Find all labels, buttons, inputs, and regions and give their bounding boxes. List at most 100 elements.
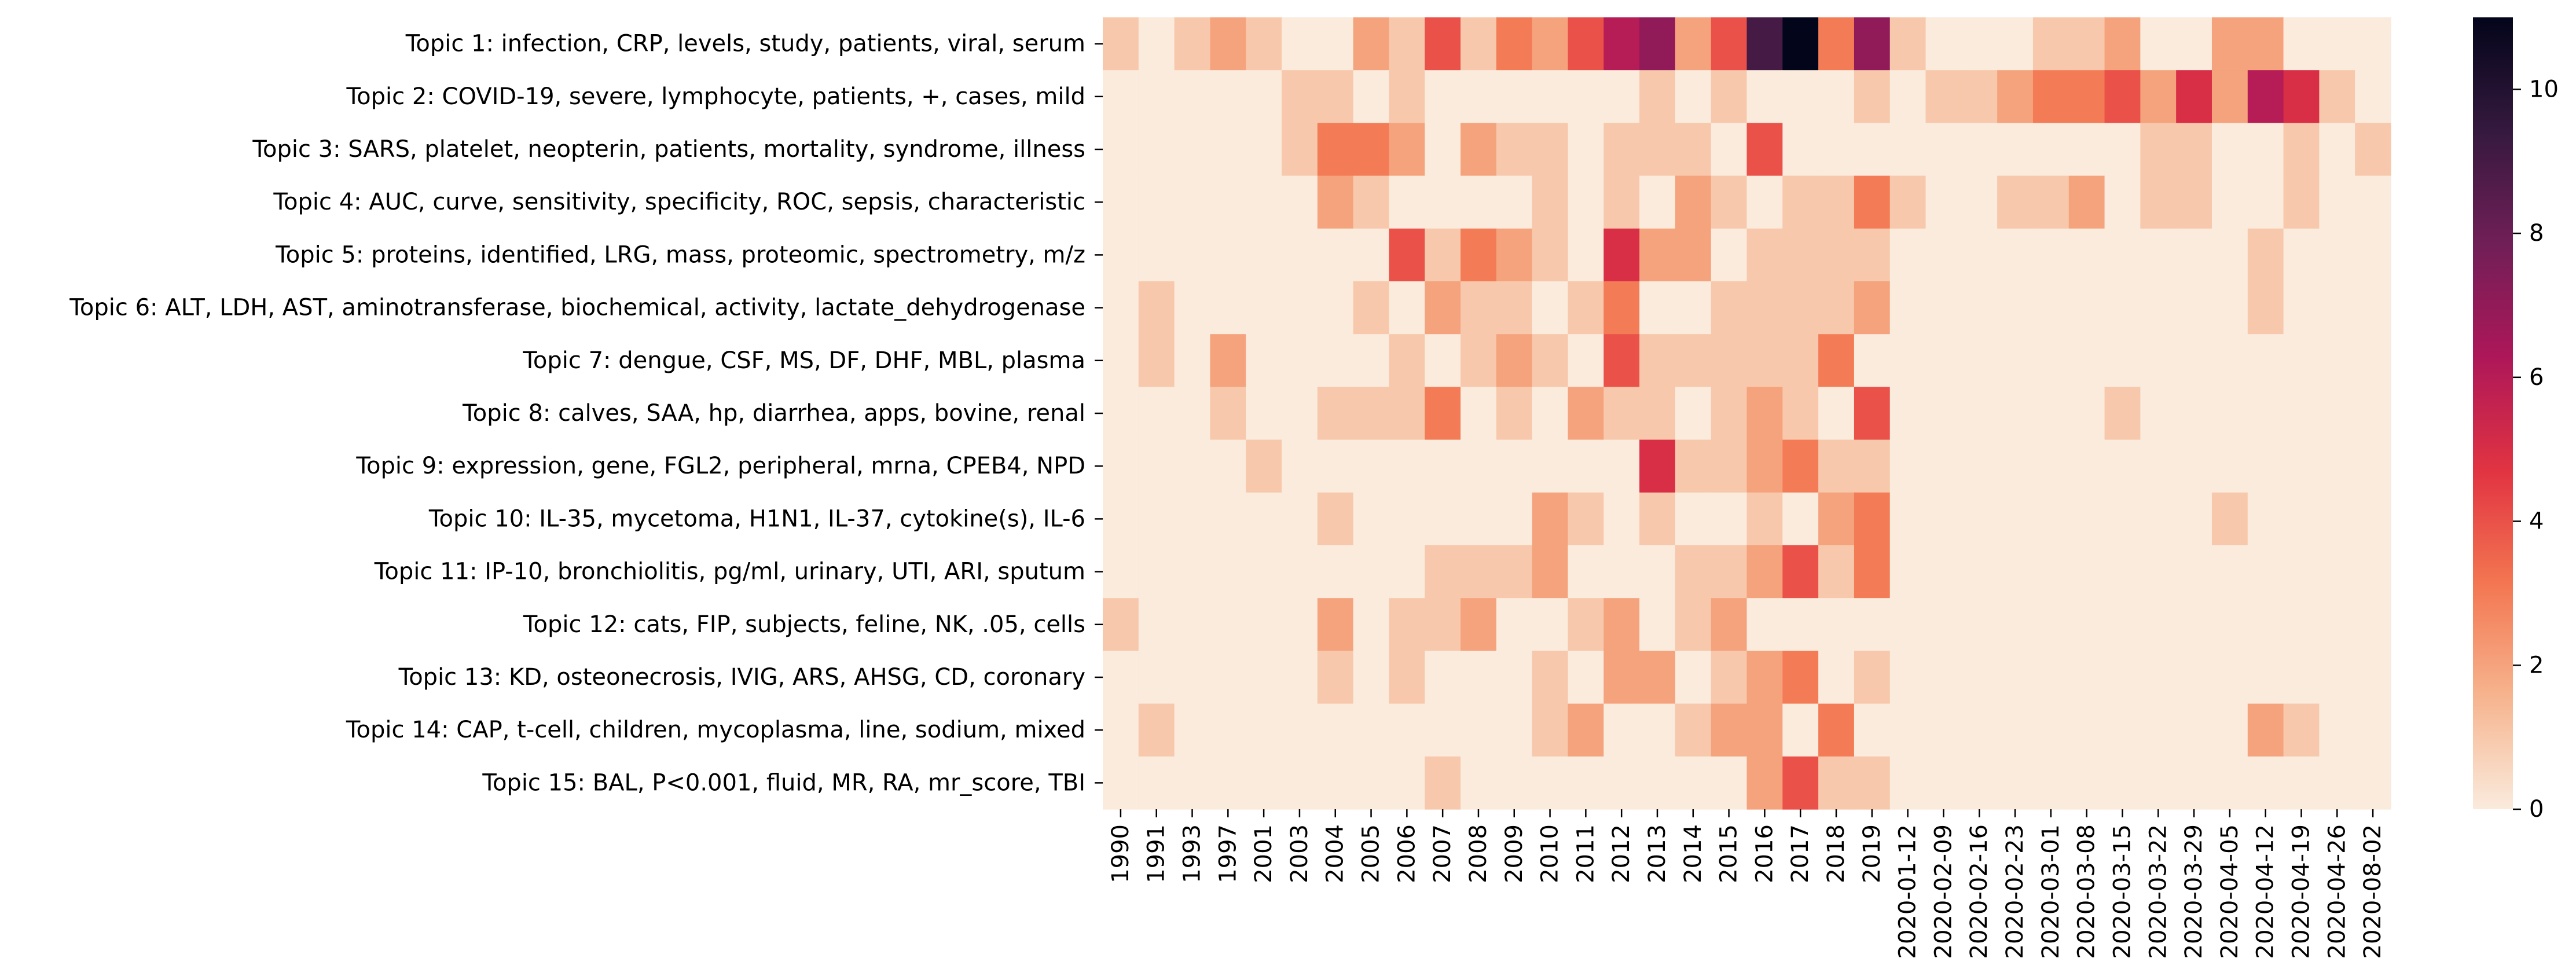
x-tick-label: 2020-04-19 <box>2288 824 2314 959</box>
heatmap-cell <box>1818 651 1855 704</box>
heatmap-cell <box>1425 756 1461 810</box>
heatmap-cell <box>1496 175 1533 229</box>
heatmap-cell <box>1246 439 1282 493</box>
x-tick-label: 2020-08-02 <box>2360 824 2386 959</box>
heatmap-cell <box>2355 123 2391 177</box>
heatmap-cell <box>1889 756 1927 810</box>
heatmap-cell <box>1639 651 1676 704</box>
x-tick-label: 2005 <box>1358 824 1385 883</box>
heatmap-cell <box>1711 17 1748 71</box>
heatmap-cell <box>1461 703 1497 757</box>
heatmap-cell <box>1675 703 1712 757</box>
heatmap-cell <box>1639 281 1676 335</box>
heatmap-cell <box>1282 545 1318 599</box>
heatmap-cell <box>1925 598 1962 651</box>
heatmap-cell <box>1961 492 1998 546</box>
heatmap-cell <box>1854 175 1891 229</box>
heatmap-cell <box>1782 651 1819 704</box>
heatmap-cell <box>1103 545 1139 599</box>
heatmap-cell <box>1746 703 1783 757</box>
heatmap-cell <box>1925 17 1962 71</box>
x-tick-label: 2020-01-12 <box>1895 824 1921 959</box>
heatmap-cell <box>1925 545 1962 599</box>
heatmap-cell <box>1782 545 1819 599</box>
x-tick-label: 2020-04-12 <box>2252 824 2279 959</box>
heatmap-cell <box>1603 228 1640 282</box>
heatmap-cell <box>1138 492 1175 546</box>
heatmap-cell <box>2319 17 2355 71</box>
x-tick-label: 2009 <box>1501 824 1528 883</box>
heatmap-cell <box>1711 70 1748 123</box>
heatmap-cell <box>1138 387 1175 441</box>
x-tick-label: 1991 <box>1143 824 1170 883</box>
heatmap-cell <box>1782 598 1819 651</box>
heatmap-cell <box>1711 492 1748 546</box>
heatmap-cell <box>1854 70 1891 123</box>
heatmap-cell <box>1746 545 1783 599</box>
heatmap-cell <box>1461 492 1497 546</box>
heatmap-cell <box>1603 492 1640 546</box>
y-tick-label: Topic 5: proteins, identified, LRG, mass… <box>275 241 1085 268</box>
heatmap-cell <box>2319 545 2355 599</box>
heatmap-cell <box>2283 756 2320 810</box>
heatmap-cell <box>2104 228 2141 282</box>
x-tick-label: 2019 <box>1859 824 1885 883</box>
heatmap-cell <box>1246 387 1282 441</box>
colorbar-tick-label: 4 <box>2529 508 2544 535</box>
heatmap-cell <box>1782 703 1819 757</box>
heatmap-cell <box>2068 228 2105 282</box>
heatmap-cell <box>2355 492 2391 546</box>
heatmap-cell <box>1317 756 1354 810</box>
heatmap-cell <box>1461 598 1497 651</box>
heatmap-cell <box>1103 439 1139 493</box>
x-tick-label: 2003 <box>1286 824 1313 883</box>
heatmap-cell <box>1675 334 1712 387</box>
heatmap-cell <box>1389 387 1425 441</box>
heatmap-cell <box>1317 334 1354 387</box>
heatmap-cell <box>2104 545 2141 599</box>
heatmap-cell <box>1925 756 1962 810</box>
heatmap-cell <box>2247 17 2284 71</box>
heatmap-cell <box>1603 123 1640 177</box>
heatmap-cell <box>2319 598 2355 651</box>
heatmap-cell <box>1997 17 2034 71</box>
heatmap-cell <box>1103 281 1139 335</box>
heatmap-cell <box>2176 756 2212 810</box>
heatmap-cell <box>1818 175 1855 229</box>
heatmap-cell <box>2068 175 2105 229</box>
heatmap-cell <box>1282 175 1318 229</box>
heatmap-cell <box>1746 598 1783 651</box>
heatmap-cell <box>1138 123 1175 177</box>
heatmap-cell <box>1103 651 1139 704</box>
heatmap-cell <box>1496 70 1533 123</box>
heatmap-cell <box>1138 175 1175 229</box>
heatmap-cell <box>2283 387 2320 441</box>
heatmap-cell <box>1246 175 1282 229</box>
y-tick-label: Topic 11: IP-10, bronchiolitis, pg/ml, u… <box>374 559 1085 585</box>
heatmap-cell <box>2140 17 2177 71</box>
heatmap-cell <box>1854 492 1891 546</box>
heatmap-cell <box>1532 334 1569 387</box>
heatmap-cell <box>1675 439 1712 493</box>
heatmap-cell <box>1532 492 1569 546</box>
heatmap-cell <box>1246 703 1282 757</box>
heatmap-cell <box>2032 281 2069 335</box>
x-tick-label: 2020-02-23 <box>2002 824 2028 959</box>
heatmap-cell <box>1961 439 1998 493</box>
heatmap-cell <box>1711 228 1748 282</box>
heatmap-cell <box>1103 598 1139 651</box>
heatmap-cell <box>1461 70 1497 123</box>
heatmap-cell <box>1174 598 1211 651</box>
heatmap-cell <box>2355 228 2391 282</box>
heatmap-cell <box>1997 703 2034 757</box>
x-tick-label: 2018 <box>1823 824 1850 883</box>
heatmap-cell <box>1282 17 1318 71</box>
heatmap-cell <box>2176 439 2212 493</box>
heatmap-cell <box>1496 703 1533 757</box>
heatmap-cell <box>2283 334 2320 387</box>
heatmap-cell <box>1138 598 1175 651</box>
heatmap-cell <box>1639 70 1676 123</box>
heatmap-cell <box>1675 598 1712 651</box>
heatmap-cell <box>1746 439 1783 493</box>
heatmap-cell <box>1854 651 1891 704</box>
